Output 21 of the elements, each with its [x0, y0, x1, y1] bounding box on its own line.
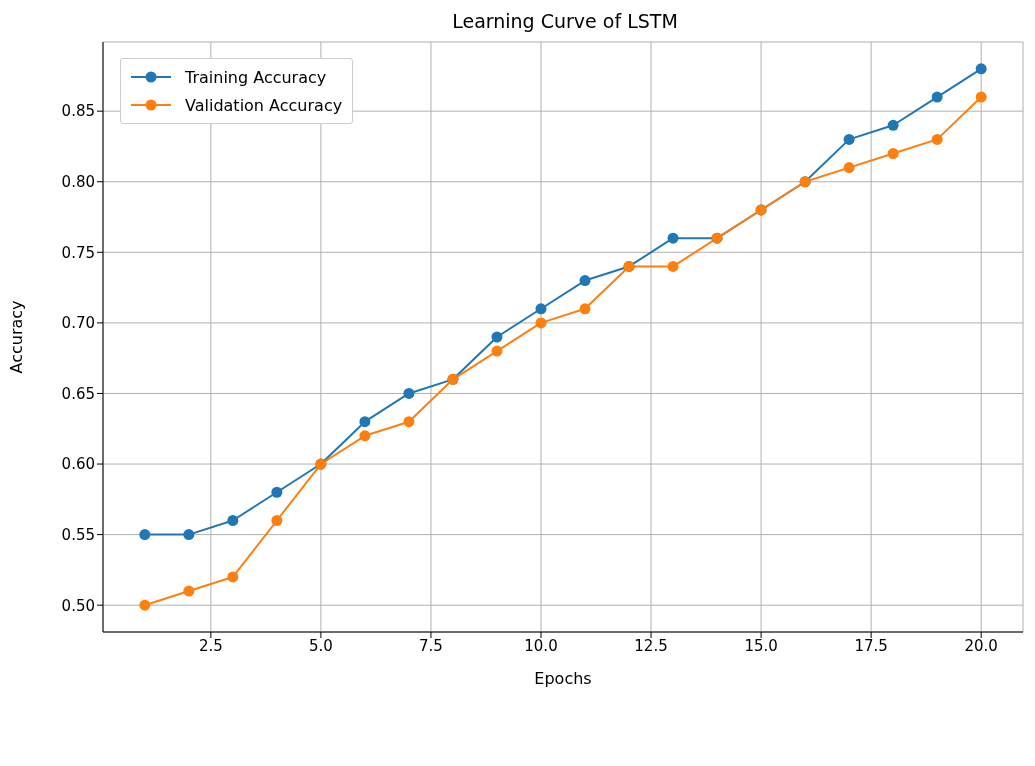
- y-axis-title: Accuracy: [6, 300, 26, 374]
- x-tick-label: 12.5: [634, 636, 668, 655]
- y-tick-label: 0.75: [61, 243, 95, 262]
- x-tick-label: 7.5: [419, 636, 443, 655]
- x-tick-label: 5.0: [308, 636, 333, 655]
- chart-title: Learning Curve of LSTM: [451, 10, 679, 32]
- y-tick-label: 0.55: [61, 525, 95, 544]
- y-tick-label: 0.85: [61, 102, 95, 121]
- x-tick-label: 17.5: [854, 636, 888, 655]
- y-tick-label: 0.50: [61, 596, 95, 615]
- y-tick-label: 0.80: [61, 173, 95, 192]
- x-tick-label: 20.0: [964, 636, 998, 655]
- legend-label: Validation Accuracy: [185, 95, 343, 115]
- legend-label: Training Accuracy: [185, 67, 327, 87]
- x-tick-label: 2.5: [198, 636, 223, 655]
- y-tick-label: 0.60: [61, 455, 95, 474]
- y-tick-label: 0.70: [61, 314, 95, 333]
- y-tick-label: 0.65: [61, 384, 95, 403]
- x-tick-label: 10.0: [524, 636, 558, 655]
- x-axis-title: Epochs: [534, 669, 592, 688]
- x-tick-label: 15.0: [744, 636, 778, 655]
